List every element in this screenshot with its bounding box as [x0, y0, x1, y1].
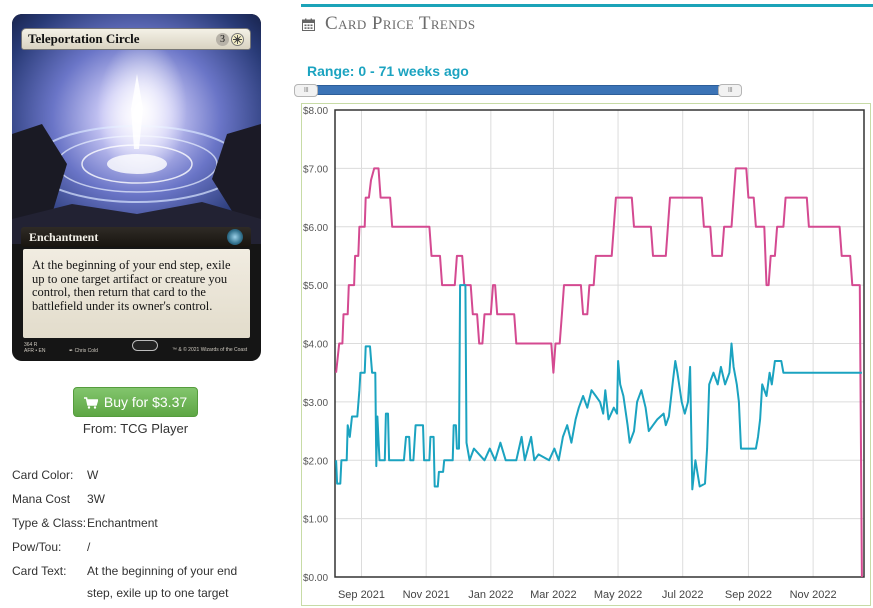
- card-details: Card Color: W Mana Cost 3W Type & Class:…: [12, 463, 262, 604]
- detail-label: Pow/Tou:: [12, 540, 62, 554]
- x-tick-label: Jan 2022: [468, 589, 513, 601]
- detail-label: Card Text:: [12, 564, 67, 578]
- shopping-cart-icon: [83, 396, 99, 409]
- detail-row-type: Type & Class: Enchantment: [12, 511, 262, 535]
- buy-button[interactable]: Buy for $3.37: [73, 387, 198, 417]
- range-label: Range: 0 - 71 weeks ago: [307, 63, 469, 79]
- detail-value: At the beginning of your end step, exile…: [87, 564, 238, 600]
- y-tick-label: $4.00: [303, 340, 328, 351]
- y-tick-label: $0.00: [303, 573, 328, 584]
- card-bottom-ornament: [132, 340, 158, 351]
- card-name-bar: Teleportation Circle 3: [21, 28, 251, 50]
- white-mana-icon: [231, 32, 244, 46]
- x-tick-label: Nov 2021: [403, 589, 450, 601]
- price-series-line-1: [335, 284, 862, 491]
- card-image: Teleportation Circle 3 Enchantment At th…: [12, 14, 261, 361]
- price-source: From: TCG Player: [82, 421, 189, 436]
- detail-value: /: [87, 540, 91, 554]
- x-tick-label: Sep 2022: [725, 589, 772, 601]
- x-tick-label: Mar 2022: [530, 589, 576, 601]
- detail-label: Card Color:: [12, 468, 74, 482]
- detail-row-color: Card Color: W: [12, 463, 262, 487]
- section-header: Card Price Trends: [302, 13, 475, 35]
- detail-row-pow-tou: Pow/Tou: /: [12, 535, 262, 559]
- section-divider: [301, 4, 873, 7]
- y-tick-label: $8.00: [303, 106, 328, 117]
- y-tick-label: $6.00: [303, 223, 328, 234]
- card-type-bar: Enchantment: [21, 227, 251, 247]
- detail-label: Type & Class:: [12, 516, 87, 530]
- detail-value: Enchantment: [87, 516, 158, 530]
- y-tick-label: $3.00: [303, 398, 328, 409]
- buy-button-label: Buy for $3.37: [103, 394, 188, 410]
- card-artist: ✒ Chris Cold: [69, 348, 98, 354]
- set-symbol-icon: [227, 229, 243, 245]
- card-type-line: Enchantment: [29, 229, 99, 244]
- section-title: Card Price Trends: [325, 13, 476, 34]
- range-slider-track[interactable]: [296, 85, 740, 95]
- range-slider-end-handle[interactable]: III: [718, 84, 742, 97]
- plot-frame: [334, 109, 865, 578]
- y-tick-label: $2.00: [303, 456, 328, 467]
- x-tick-label: May 2022: [594, 589, 642, 601]
- detail-row-mana-cost: Mana Cost 3W: [12, 487, 262, 511]
- x-tick-label: Sep 2021: [338, 589, 385, 601]
- card-name: Teleportation Circle: [28, 31, 140, 46]
- price-chart: Sep 2021 Nov 2021 Jan 2022 Mar 2022 May 2022…: [301, 103, 871, 606]
- card-footer: 364 R AFR • EN ✒ Chris Cold ™ & © 2021 W…: [24, 340, 249, 356]
- price-series-line-0: [335, 167, 863, 578]
- detail-value: W: [87, 468, 99, 482]
- detail-row-card-text: Card Text: At the beginning of your end …: [12, 559, 262, 604]
- calendar-icon: [302, 18, 315, 31]
- card-mana-cost: 3: [216, 32, 244, 46]
- card-collector-info: 364 R AFR • EN: [24, 342, 46, 354]
- y-tick-label: $5.00: [303, 281, 328, 292]
- y-tick-label: $7.00: [303, 164, 328, 175]
- range-slider[interactable]: III III: [294, 84, 742, 97]
- detail-label: Mana Cost: [12, 492, 71, 506]
- card-artwork: [12, 14, 261, 244]
- x-tick-label: Jul 2022: [662, 589, 704, 601]
- x-tick-label: Nov 2022: [790, 589, 837, 601]
- price-chart-svg: Sep 2021 Nov 2021 Jan 2022 Mar 2022 May 2022…: [303, 106, 865, 601]
- detail-value: 3W: [87, 492, 105, 506]
- generic-mana-icon: 3: [216, 32, 229, 46]
- y-tick-label: $1.00: [303, 515, 328, 526]
- card-copyright: ™ & © 2021 Wizards of the Coast: [172, 347, 248, 353]
- card-rules-text: At the beginning of your end step, exile…: [32, 258, 231, 313]
- card-text-box: At the beginning of your end step, exile…: [23, 249, 250, 338]
- range-slider-start-handle[interactable]: III: [294, 84, 318, 97]
